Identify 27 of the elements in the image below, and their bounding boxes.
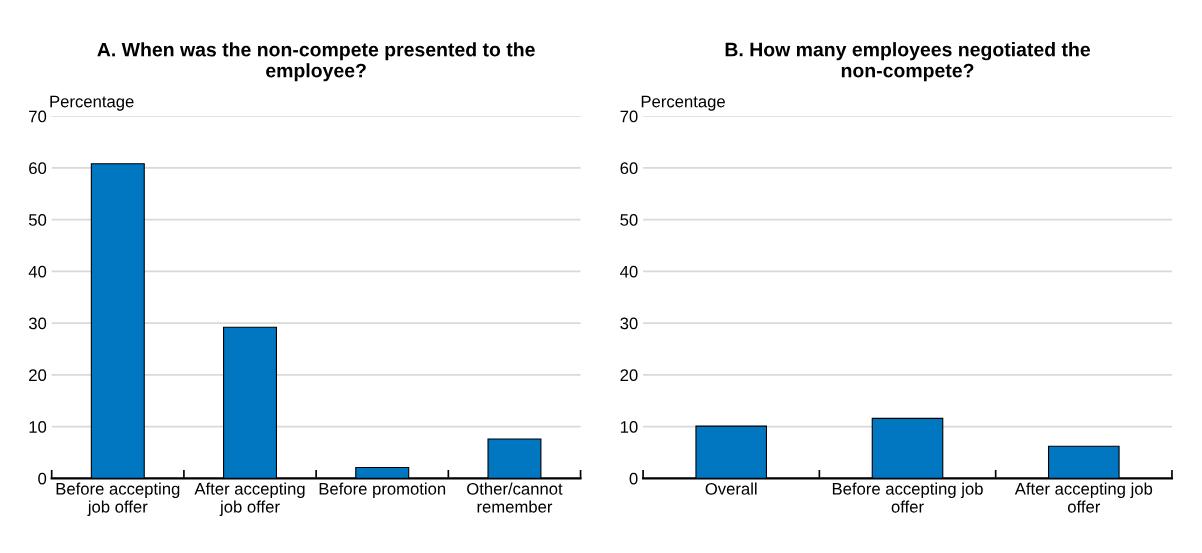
y-axis-title: Percentage [641, 95, 725, 111]
y-tick-label: 10 [620, 421, 638, 433]
y-tick-label: 60 [29, 162, 47, 175]
y-tick-label: 60 [620, 162, 638, 175]
x-tick-label: Overall [705, 482, 757, 495]
x-tick-label: Before promotion [319, 482, 446, 499]
y-tick-label: 40 [620, 265, 638, 278]
chart-title: B. How many employees negotiated the non-compete? [725, 42, 1090, 82]
y-tick-label: 50 [28, 214, 47, 226]
x-tick-label: Before accepting job offer [56, 482, 180, 516]
y-tick-label: 30 [620, 317, 638, 330]
y-tick-label: 20 [620, 369, 638, 382]
y-tick-label: 0 [629, 472, 638, 485]
y-tick-label: 10 [29, 421, 47, 433]
y-tick-label: 70 [29, 110, 47, 123]
x-tick-label: After accepting job offer [1014, 482, 1153, 513]
x-tick-label: After accepting job offer [194, 482, 305, 516]
chart-title: A. When was the non-compete presented to the employee? [97, 42, 535, 82]
x-tick-label: Before accepting job offer [832, 482, 983, 513]
y-axis-title: Percentage [50, 95, 134, 111]
y-tick-label: 50 [620, 214, 638, 226]
y-tick-label: 40 [28, 265, 47, 278]
x-tick-label: Other/cannot remember [467, 482, 563, 513]
y-tick-label: 0 [38, 472, 47, 485]
y-tick-label: 20 [29, 369, 47, 382]
y-tick-label: 70 [620, 110, 638, 123]
y-tick-label: 30 [28, 317, 47, 330]
